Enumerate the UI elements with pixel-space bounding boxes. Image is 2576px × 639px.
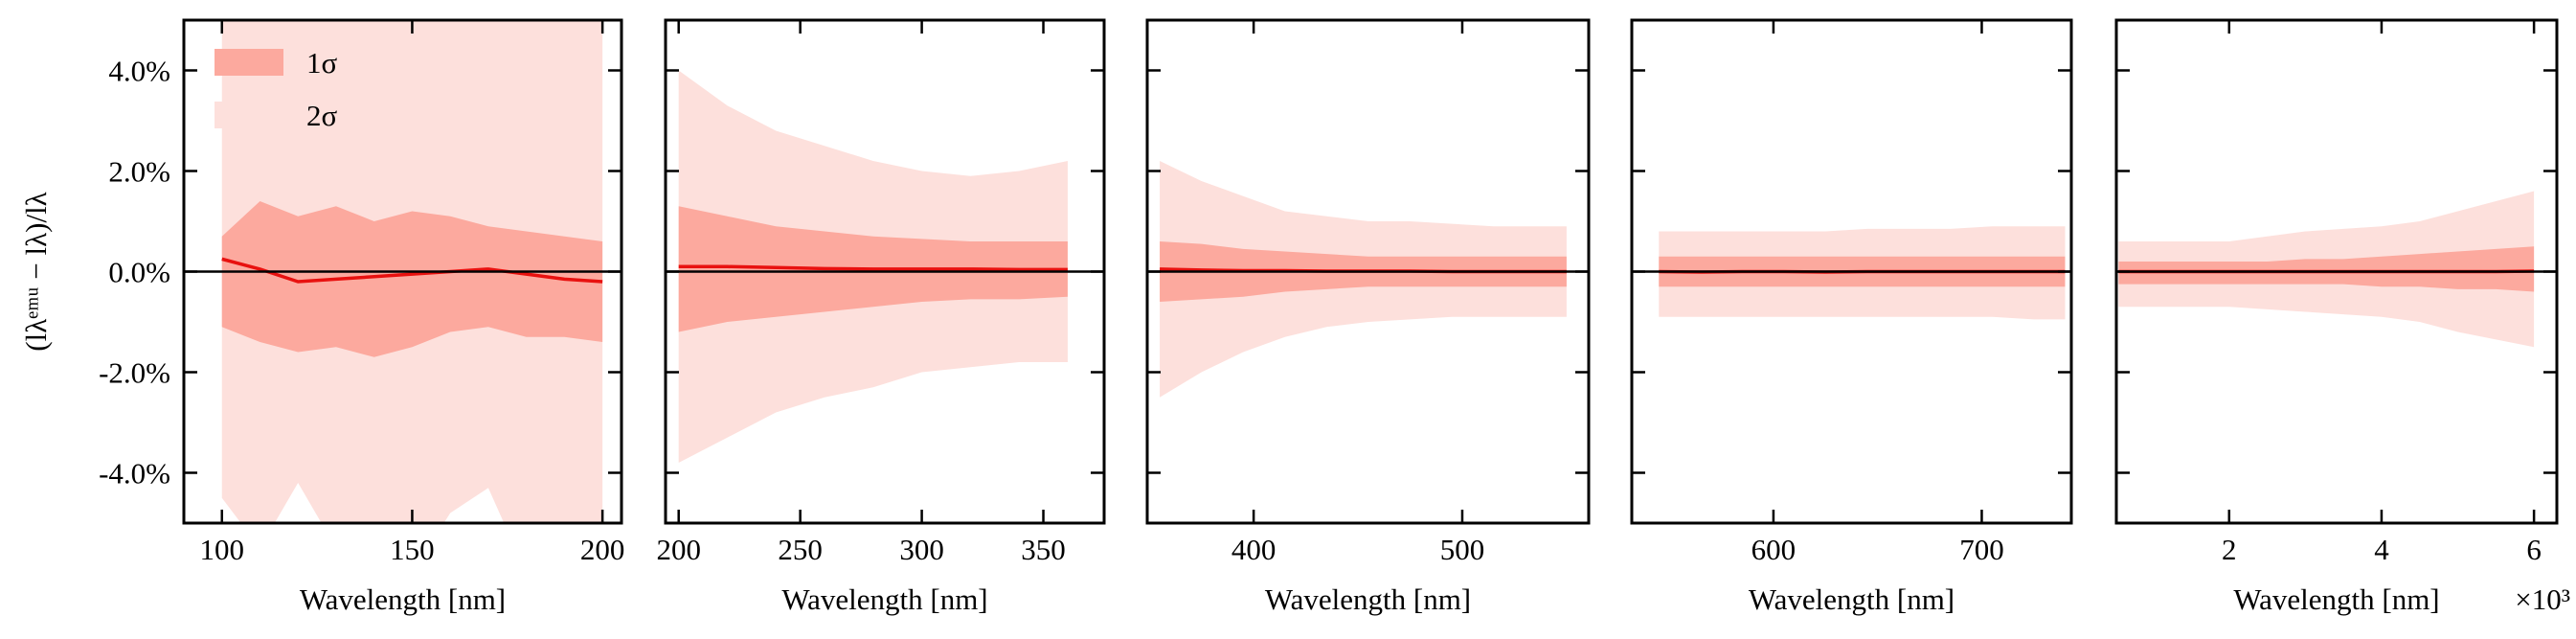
- x-offset-label: ×10³: [2515, 582, 2570, 616]
- x-tick-label: 300: [899, 533, 944, 566]
- x-tick-label: 400: [1232, 533, 1277, 566]
- y-tick-label: 4.0%: [108, 55, 170, 88]
- median-line: [221, 257, 603, 284]
- y-axis-label: (lλᵉᵐᵘ − lλ)/lλ: [19, 192, 53, 351]
- x-tick-label: 500: [1440, 533, 1485, 566]
- median-line: [678, 264, 1068, 272]
- x-tick-label: 250: [778, 533, 823, 566]
- x-axis-label: Wavelength [nm]: [781, 582, 987, 616]
- confidence-band: [2118, 246, 2535, 292]
- x-tick-label: 350: [1021, 533, 1066, 566]
- x-tick-label: 200: [580, 533, 625, 566]
- legend-swatch: [215, 49, 283, 76]
- x-tick-label: 700: [1959, 533, 2004, 566]
- y-tick-label: -4.0%: [99, 457, 170, 491]
- panel: [678, 70, 1068, 463]
- confidence-band: [221, 201, 603, 357]
- panel: [2118, 191, 2535, 348]
- x-axis-label: Wavelength [nm]: [1749, 582, 1955, 616]
- legend-label: 1σ: [306, 46, 338, 80]
- x-tick-label: 6: [2526, 533, 2542, 566]
- legend-swatch: [215, 102, 283, 128]
- panel: [221, 20, 603, 523]
- x-tick-label: 2: [2222, 533, 2237, 566]
- legend-label: 2σ: [306, 99, 338, 132]
- y-tick-label: 2.0%: [108, 155, 170, 189]
- y-tick-label: -2.0%: [99, 356, 170, 390]
- x-tick-label: 600: [1751, 533, 1796, 566]
- panel: [1160, 161, 1567, 398]
- x-tick-label: 4: [2374, 533, 2389, 566]
- x-axis-label: Wavelength [nm]: [300, 582, 506, 616]
- x-tick-label: 200: [656, 533, 701, 566]
- x-axis-label: Wavelength [nm]: [2233, 582, 2439, 616]
- x-axis-label: Wavelength [nm]: [1265, 582, 1471, 616]
- x-tick-label: 150: [390, 533, 435, 566]
- x-tick-label: 100: [199, 533, 244, 566]
- panel: [1659, 226, 2066, 320]
- y-tick-label: 0.0%: [108, 256, 170, 289]
